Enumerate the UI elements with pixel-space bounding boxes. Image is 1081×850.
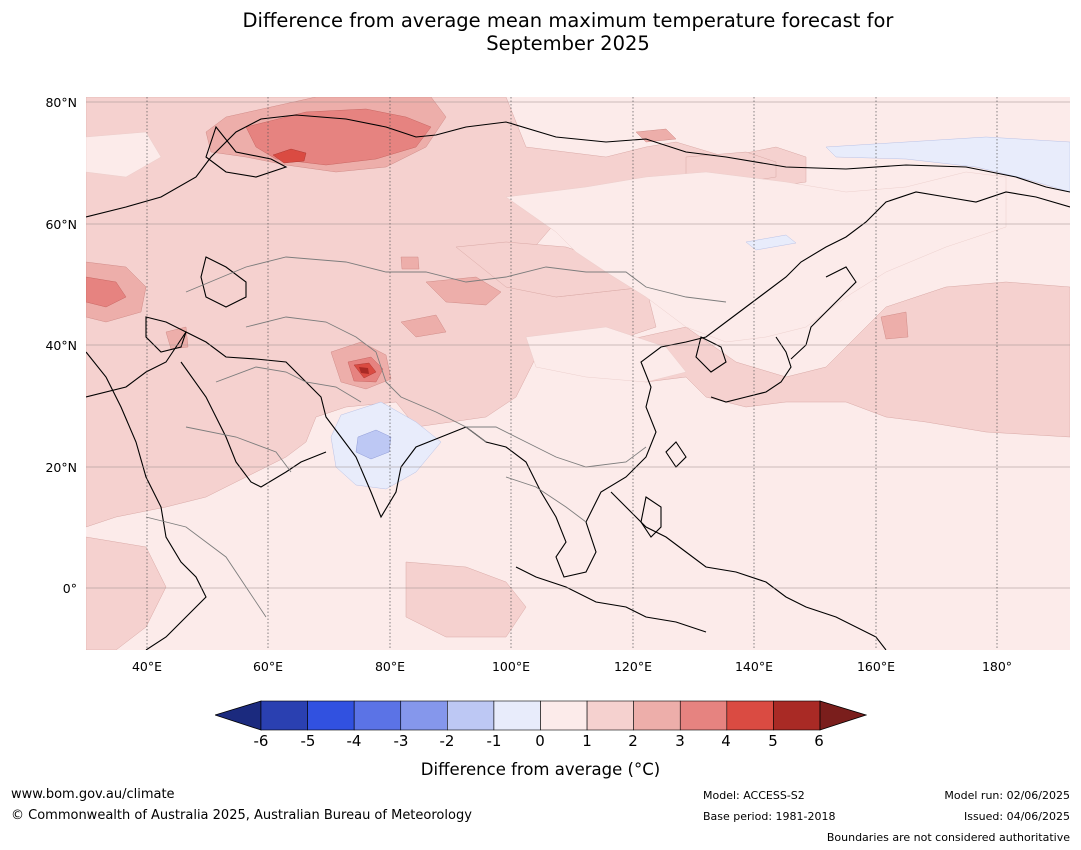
lat-label-40n: 40°N <box>45 338 77 353</box>
lat-label-60n: 60°N <box>45 217 77 232</box>
colorbar-tick: -6 <box>253 732 269 750</box>
latitude-gridlines <box>86 101 1070 589</box>
lon-label-140e: 140°E <box>734 659 773 674</box>
lat-label-20n: 20°N <box>45 460 77 475</box>
lon-label-160e: 160°E <box>856 659 895 674</box>
lon-label-60e: 60°E <box>252 659 284 674</box>
lon-label-100e: 100°E <box>491 659 530 674</box>
colorbar-segment <box>773 700 821 731</box>
colorbar-segment <box>679 700 728 731</box>
country-borders <box>145 256 727 618</box>
website-link[interactable]: www.bom.gov.au/climate <box>11 787 175 802</box>
colorbar-tick: 6 <box>814 732 824 750</box>
chart-title: Difference from average mean maximum tem… <box>0 9 1081 55</box>
base-period-text: Base period: 1981-2018 <box>703 810 836 823</box>
lat-label-80n: 80°N <box>45 95 77 110</box>
colorbar-segment <box>447 700 495 731</box>
colorbar-tick: 4 <box>721 732 731 750</box>
longitude-gridlines <box>146 97 998 650</box>
colorbar-segment <box>540 700 588 731</box>
colorbar-segment <box>353 700 402 731</box>
lon-label-120e: 120°E <box>613 659 652 674</box>
lat-label-0: 0° <box>62 581 77 596</box>
issued-text: Issued: 04/06/2025 <box>963 810 1070 823</box>
colorbar-tick: 3 <box>675 732 685 750</box>
lon-label-40e: 40°E <box>131 659 163 674</box>
colorbar-extend-high <box>819 700 867 731</box>
disclaimer-text: Boundaries are not considered authoritat… <box>826 831 1070 844</box>
copyright-text: © Commonwealth of Australia 2025, Austra… <box>11 808 472 823</box>
colorbar-segment <box>633 700 681 731</box>
lon-label-180: 180° <box>981 659 1013 674</box>
colorbar-tick: -1 <box>486 732 502 750</box>
colorbar-tick: 1 <box>582 732 592 750</box>
coastlines <box>86 114 1070 650</box>
model-run-text: Model run: 02/06/2025 <box>944 789 1070 802</box>
colorbar-tick: 2 <box>628 732 638 750</box>
colorbar-segment <box>307 700 355 731</box>
colorbar-tick: 5 <box>768 732 778 750</box>
forecast-map[interactable] <box>86 97 1070 650</box>
model-text: Model: ACCESS-S2 <box>703 789 805 802</box>
anomaly-5-6-zones <box>359 367 369 374</box>
colorbar-tick: -2 <box>439 732 455 750</box>
colorbar-segment <box>400 700 448 731</box>
lon-label-80e: 80°E <box>374 659 406 674</box>
colorbar <box>215 700 867 731</box>
title-line-1: Difference from average mean maximum tem… <box>242 9 894 32</box>
colorbar-segment <box>260 700 308 731</box>
title-line-2: September 2025 <box>486 32 650 55</box>
colorbar-segment <box>726 700 774 731</box>
colorbar-tick: -5 <box>300 732 316 750</box>
colorbar-tick: -3 <box>393 732 409 750</box>
colorbar-segment <box>493 700 541 731</box>
colorbar-label: Difference from average (°C) <box>420 760 661 779</box>
colorbar-tick: -4 <box>346 732 362 750</box>
anomaly-0-1-zones <box>86 131 1007 383</box>
colorbar-segment <box>586 700 634 731</box>
anomaly-neg2-neg1-zones <box>355 429 392 460</box>
colorbar-extend-low <box>215 700 262 731</box>
colorbar-tick: 0 <box>535 732 545 750</box>
colorbar-segments <box>260 700 821 731</box>
map-canvas <box>86 97 1070 650</box>
